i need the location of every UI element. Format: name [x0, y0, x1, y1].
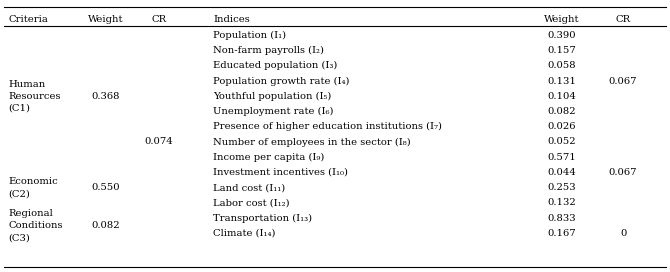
Text: Youthful population (I₅): Youthful population (I₅) — [213, 92, 332, 101]
Text: Educated population (I₃): Educated population (I₃) — [213, 61, 338, 70]
Text: Climate (I₁₄): Climate (I₁₄) — [213, 229, 275, 238]
Text: Population (I₁): Population (I₁) — [213, 31, 286, 40]
Text: 0.026: 0.026 — [547, 122, 576, 131]
Text: 0.157: 0.157 — [547, 46, 576, 55]
Text: Non-farm payrolls (I₂): Non-farm payrolls (I₂) — [213, 46, 324, 55]
Text: 0.253: 0.253 — [547, 183, 576, 192]
Text: Transportation (I₁₃): Transportation (I₁₃) — [213, 214, 312, 223]
Text: Presence of higher education institutions (I₇): Presence of higher education institution… — [213, 122, 442, 131]
Text: 0.067: 0.067 — [609, 168, 637, 177]
Text: 0.104: 0.104 — [547, 92, 576, 101]
Text: Human
Resources
(C1): Human Resources (C1) — [8, 80, 60, 113]
Text: Income per capita (I₉): Income per capita (I₉) — [213, 153, 324, 162]
Text: 0.074: 0.074 — [145, 137, 173, 147]
Text: Population growth rate (I₄): Population growth rate (I₄) — [213, 76, 350, 86]
Text: Labor cost (I₁₂): Labor cost (I₁₂) — [213, 198, 289, 208]
Text: Criteria: Criteria — [8, 14, 48, 24]
Text: 0.082: 0.082 — [547, 107, 576, 116]
Text: Regional
Conditions
(C3): Regional Conditions (C3) — [8, 209, 62, 242]
Text: Economic
(C2): Economic (C2) — [8, 177, 58, 198]
Text: 0.368: 0.368 — [92, 92, 120, 101]
Text: 0.571: 0.571 — [547, 153, 576, 162]
Text: 0.390: 0.390 — [547, 31, 576, 40]
Text: 0: 0 — [620, 229, 626, 238]
Text: 0.833: 0.833 — [547, 214, 576, 223]
Text: 0.550: 0.550 — [92, 183, 120, 192]
Text: Investment incentives (I₁₀): Investment incentives (I₁₀) — [213, 168, 348, 177]
Text: Number of employees in the sector (I₈): Number of employees in the sector (I₈) — [213, 137, 411, 147]
Text: 0.167: 0.167 — [547, 229, 576, 238]
Text: CR: CR — [151, 14, 166, 24]
Text: 0.132: 0.132 — [547, 198, 576, 208]
Text: CR: CR — [616, 14, 630, 24]
Text: Weight: Weight — [544, 14, 579, 24]
Text: 0.131: 0.131 — [547, 76, 576, 86]
Text: 0.082: 0.082 — [92, 221, 120, 230]
Text: 0.044: 0.044 — [547, 168, 576, 177]
Text: 0.058: 0.058 — [547, 61, 576, 70]
Text: Unemployment rate (I₆): Unemployment rate (I₆) — [213, 107, 334, 116]
Text: Land cost (I₁₁): Land cost (I₁₁) — [213, 183, 285, 192]
Text: Indices: Indices — [213, 14, 250, 24]
Text: Weight: Weight — [88, 14, 123, 24]
Text: 0.067: 0.067 — [609, 76, 637, 86]
Text: 0.052: 0.052 — [547, 137, 576, 147]
